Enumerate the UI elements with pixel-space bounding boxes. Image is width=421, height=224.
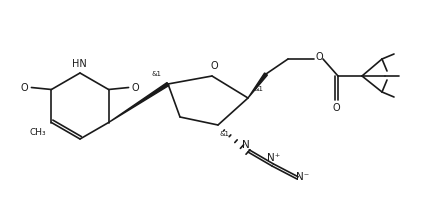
Text: N⁻: N⁻ [296,172,309,182]
Text: O: O [132,82,139,93]
Text: CH₃: CH₃ [29,128,46,137]
Text: &1: &1 [253,86,263,92]
Polygon shape [248,73,267,98]
Text: &1: &1 [151,71,161,77]
Text: O: O [315,52,323,62]
Text: &1: &1 [219,131,229,137]
Text: O: O [210,61,218,71]
Text: O: O [332,103,340,113]
Text: O: O [21,82,28,93]
Text: N⁺: N⁺ [267,153,281,163]
Text: N: N [242,140,250,150]
Text: HN: HN [72,59,86,69]
Polygon shape [109,82,169,123]
